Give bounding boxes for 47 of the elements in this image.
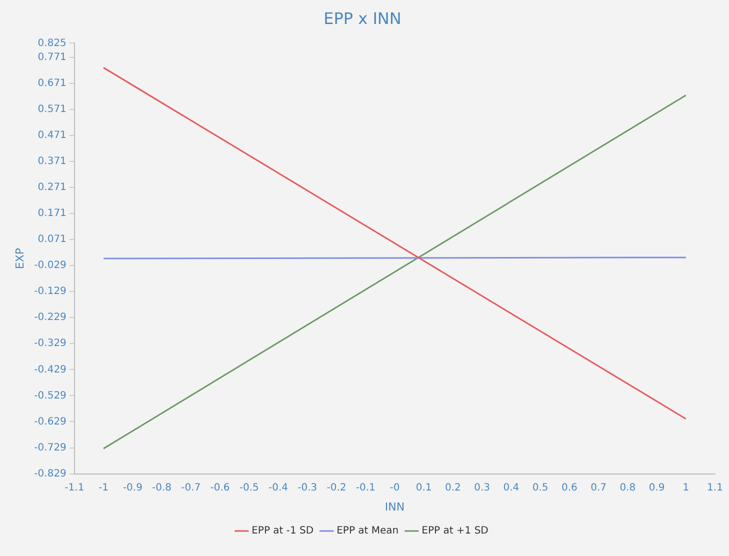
y-tick-label: 0.371 bbox=[38, 156, 66, 167]
x-tick-label: -0.9 bbox=[122, 482, 142, 494]
y-tick-label: -0.529 bbox=[34, 390, 66, 402]
y-tick-label: 0.271 bbox=[38, 182, 66, 194]
y-tick-label: 0.825 bbox=[38, 38, 66, 49]
y-tick-label: 0.671 bbox=[38, 78, 66, 89]
x-tick-label: -0.6 bbox=[210, 482, 230, 494]
x-tick-label: 1 bbox=[682, 482, 690, 494]
y-tick-label: -0.629 bbox=[34, 416, 66, 428]
y-tick-label: 0.071 bbox=[38, 234, 66, 246]
y-tick-label: 0.471 bbox=[38, 130, 66, 141]
x-tick-label: 1.1 bbox=[707, 482, 723, 494]
x-tick-label: 0.7 bbox=[590, 482, 606, 494]
x-tick-label: 0.4 bbox=[503, 482, 520, 494]
x-tick-label: 0.8 bbox=[620, 482, 636, 494]
x-axis-title: INN bbox=[384, 500, 405, 514]
y-axis-title: EXP bbox=[13, 248, 26, 270]
x-tick-label: -1.1 bbox=[64, 482, 84, 494]
legend-label: EPP at Mean bbox=[336, 526, 399, 537]
y-tick-label: -0.029 bbox=[34, 260, 66, 272]
y-tick-label: -0.429 bbox=[34, 364, 66, 376]
x-tick-label: 0.2 bbox=[445, 482, 461, 494]
y-tick-label: 0.771 bbox=[38, 52, 66, 63]
x-tick-label: -0 bbox=[390, 482, 400, 494]
x-tick-label: -0.8 bbox=[152, 482, 172, 494]
legend-label: EPP at -1 SD bbox=[252, 526, 314, 537]
y-tick-label: -0.229 bbox=[34, 312, 66, 324]
x-tick-label: -0.3 bbox=[298, 482, 318, 494]
x-tick-label: -0.1 bbox=[356, 482, 376, 494]
x-tick-label: 0.5 bbox=[532, 482, 548, 494]
x-tick-label: -0.7 bbox=[181, 482, 201, 494]
x-tick-label: 0.1 bbox=[416, 482, 432, 494]
legend-label: EPP at +1 SD bbox=[422, 526, 489, 537]
x-tick-label: 0.3 bbox=[474, 482, 490, 494]
x-tick-label: 0.9 bbox=[648, 482, 665, 494]
y-tick-label: -0.329 bbox=[34, 338, 66, 350]
x-tick-label: 0.6 bbox=[561, 482, 578, 494]
y-tick-label: 0.571 bbox=[38, 104, 66, 115]
x-tick-label: -0.4 bbox=[268, 482, 288, 494]
x-tick-label: -0.2 bbox=[326, 482, 346, 494]
x-tick-label: -1 bbox=[98, 482, 109, 494]
y-tick-label: -0.129 bbox=[34, 286, 66, 298]
y-tick-label: -0.729 bbox=[34, 442, 66, 454]
y-tick-label: -0.829 bbox=[34, 468, 66, 480]
chart-title: EPP x INN bbox=[324, 8, 402, 28]
x-tick-label: -0.5 bbox=[239, 482, 259, 494]
y-tick-label: 0.171 bbox=[38, 208, 66, 220]
